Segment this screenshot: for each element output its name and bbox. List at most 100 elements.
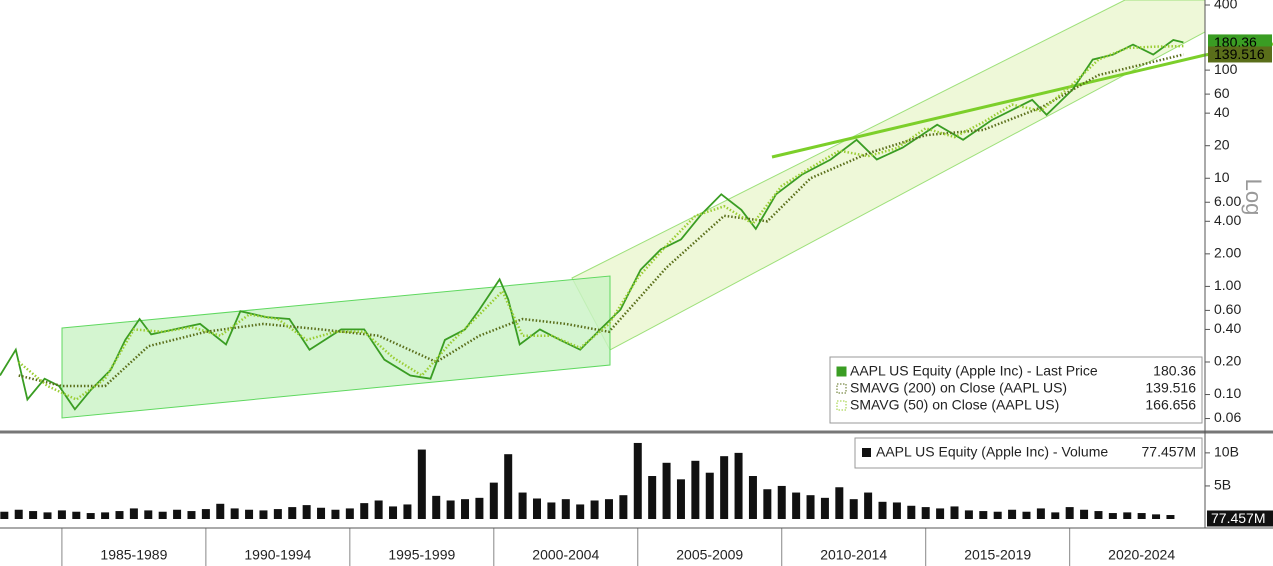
legend-value: 180.36 bbox=[1153, 363, 1196, 379]
volume-bar bbox=[187, 511, 196, 519]
volume-bar bbox=[158, 511, 167, 519]
volume-bar bbox=[676, 479, 685, 519]
legend-label: AAPL US Equity (Apple Inc) - Last Price bbox=[850, 363, 1098, 379]
price-badge-label: 180.36 bbox=[1214, 34, 1257, 50]
y-axis-title: Log bbox=[1241, 179, 1266, 216]
y-tick-label: 4.00 bbox=[1214, 212, 1241, 228]
y-tick-label: 20 bbox=[1214, 136, 1230, 152]
volume-bar bbox=[115, 511, 124, 519]
volume-bar bbox=[1166, 515, 1175, 519]
volume-bar bbox=[72, 511, 81, 519]
volume-bar bbox=[14, 509, 23, 519]
x-tick-label: 1995-1999 bbox=[388, 547, 455, 563]
volume-bar bbox=[360, 503, 369, 519]
y-tick-label: 0.60 bbox=[1214, 301, 1241, 317]
volume-bar bbox=[345, 508, 354, 519]
legend-box bbox=[829, 356, 1203, 424]
x-tick-label: 2010-2014 bbox=[820, 547, 887, 563]
volume-bar bbox=[446, 500, 455, 519]
volume-bar bbox=[561, 499, 570, 519]
legend-swatch bbox=[836, 366, 847, 377]
y-tick-label: 40 bbox=[1214, 104, 1230, 120]
y-tick-label: 10B bbox=[1214, 444, 1239, 460]
volume-bar bbox=[604, 499, 613, 519]
volume-bar bbox=[475, 497, 484, 519]
volume-bar bbox=[317, 507, 326, 519]
volume-bar bbox=[302, 505, 311, 519]
y-tick-label: 6.00 bbox=[1214, 193, 1241, 209]
volume-bar bbox=[403, 504, 412, 519]
volume-bar bbox=[950, 506, 959, 519]
volume-bar bbox=[1108, 513, 1117, 519]
y-tick-label: 2.00 bbox=[1214, 245, 1241, 261]
volume-bar bbox=[806, 495, 815, 519]
volume-bar bbox=[101, 512, 110, 519]
volume-bar bbox=[734, 452, 743, 519]
range-box bbox=[61, 275, 611, 419]
volume-bar bbox=[979, 511, 988, 519]
x-tick-label: 2020-2024 bbox=[1108, 547, 1175, 563]
volume-bar bbox=[1051, 512, 1060, 519]
volume-bar bbox=[993, 511, 1002, 519]
series-line bbox=[17, 44, 1184, 401]
volume-bar bbox=[1036, 508, 1045, 519]
volume-bar bbox=[129, 508, 138, 519]
volume-bar bbox=[532, 498, 541, 519]
y-tick-label: 0.20 bbox=[1214, 353, 1241, 369]
volume-bar bbox=[374, 500, 383, 519]
volume-bar bbox=[273, 509, 282, 519]
y-tick-label: 0.10 bbox=[1214, 385, 1241, 401]
trend-channel bbox=[571, 0, 1206, 351]
volume-bar bbox=[936, 508, 945, 519]
volume-bar bbox=[1123, 512, 1132, 519]
volume-bar bbox=[547, 502, 556, 519]
volume-bar bbox=[417, 449, 426, 519]
y-tick-label: 0.06 bbox=[1214, 409, 1241, 425]
volume-bar bbox=[878, 501, 887, 519]
volume-bar bbox=[259, 510, 268, 519]
x-tick-label: 2005-2009 bbox=[676, 547, 743, 563]
volume-bar bbox=[518, 492, 527, 519]
volume-badge bbox=[1207, 510, 1273, 527]
y-tick-label: 60 bbox=[1214, 85, 1230, 101]
legend-swatch bbox=[836, 383, 847, 394]
volume-bar bbox=[489, 482, 498, 519]
volume-bar bbox=[590, 500, 599, 519]
volume-bar bbox=[245, 509, 254, 519]
y-tick-label: 10 bbox=[1214, 169, 1230, 185]
x-tick-label: 1990-1994 bbox=[244, 547, 311, 563]
x-tick-label: 2000-2004 bbox=[532, 547, 599, 563]
price-badge bbox=[1208, 34, 1272, 51]
volume-bar bbox=[86, 513, 95, 519]
series-line bbox=[18, 53, 1184, 388]
volume-bar bbox=[820, 497, 829, 519]
volume-bar bbox=[1008, 509, 1017, 519]
y-tick-label: 1.00 bbox=[1214, 277, 1241, 293]
volume-bar bbox=[43, 512, 52, 519]
volume-bar bbox=[849, 499, 858, 519]
legend-label: SMAVG (200) on Close (AAPL US) bbox=[850, 380, 1067, 396]
legend-value: 77.457M bbox=[1142, 444, 1196, 460]
volume-bar bbox=[389, 506, 398, 519]
volume-bar bbox=[792, 492, 801, 519]
volume-bar bbox=[964, 510, 973, 519]
legend-box bbox=[854, 437, 1203, 469]
volume-bar bbox=[0, 511, 9, 519]
volume-bar bbox=[748, 476, 757, 519]
y-tick-label: 0.40 bbox=[1214, 320, 1241, 336]
volume-bar bbox=[763, 489, 772, 519]
y-tick-label: 5B bbox=[1214, 477, 1231, 493]
volume-bar bbox=[331, 509, 340, 519]
volume-bar bbox=[504, 454, 513, 519]
volume-bar bbox=[216, 503, 225, 519]
volume-bar bbox=[691, 460, 700, 519]
price-badge bbox=[1208, 46, 1272, 63]
x-tick-label: 1985-1989 bbox=[100, 547, 167, 563]
volume-bar bbox=[662, 462, 671, 519]
volume-bar bbox=[1022, 511, 1031, 519]
volume-bar bbox=[705, 472, 714, 519]
volume-bar bbox=[1152, 514, 1161, 519]
price-badge-label: 139.516 bbox=[1214, 46, 1265, 62]
volume-bar bbox=[648, 476, 657, 519]
